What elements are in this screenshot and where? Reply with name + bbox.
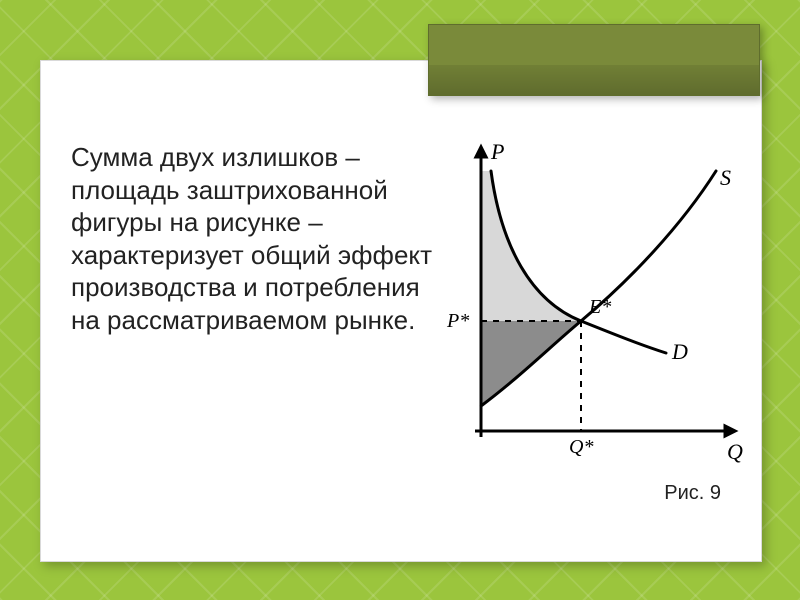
x-axis-label: Q bbox=[727, 439, 743, 464]
q-star-label: Q* bbox=[569, 436, 593, 458]
p-star-label: P* bbox=[446, 310, 469, 332]
surplus-chart: P Q S D E* P* Q* bbox=[431, 131, 751, 491]
chart-caption: Рис. 9 bbox=[664, 482, 721, 505]
slide-background: Сумма двух излишков – площадь заштрихова… bbox=[0, 0, 800, 600]
content-card: Сумма двух излишков – площадь заштрихова… bbox=[40, 60, 762, 562]
y-axis-label: P bbox=[490, 139, 504, 164]
supply-label: S bbox=[720, 165, 731, 190]
equilibrium-label: E* bbox=[588, 296, 611, 318]
demand-label: D bbox=[671, 339, 688, 364]
body-text: Сумма двух излишков – площадь заштрихова… bbox=[71, 141, 441, 336]
title-ribbon bbox=[428, 24, 760, 96]
chart-area: P Q S D E* P* Q* Рис. 9 bbox=[431, 131, 751, 511]
